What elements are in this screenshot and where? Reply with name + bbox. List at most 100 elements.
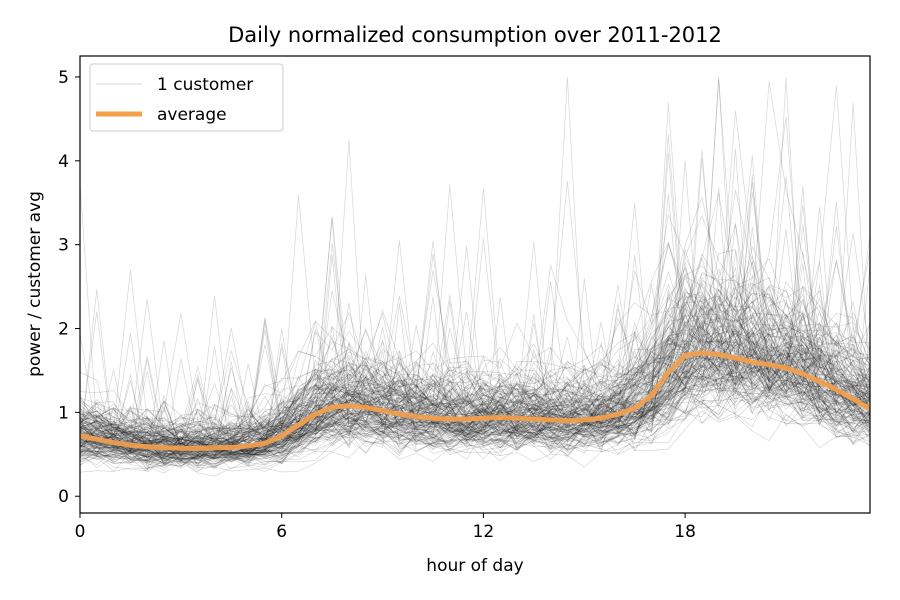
- customer-line: [80, 297, 870, 440]
- customer-line: [80, 348, 870, 451]
- customer-line: [80, 158, 870, 462]
- customer-line: [80, 255, 870, 441]
- customer-line: [80, 187, 870, 468]
- customer-line: [80, 317, 870, 456]
- customer-line: [80, 313, 870, 454]
- customer-line: [80, 299, 870, 449]
- customer-line: [80, 346, 870, 458]
- customer-line: [80, 288, 870, 447]
- customer-line: [80, 116, 870, 437]
- customer-line: [80, 338, 870, 460]
- customer-line: [80, 314, 870, 467]
- customer-line: [80, 183, 870, 438]
- customer-line: [80, 345, 870, 455]
- customer-line: [80, 297, 870, 461]
- customer-line: [80, 291, 870, 446]
- customer-line: [80, 340, 870, 455]
- customer-line: [80, 232, 870, 453]
- customer-line: [80, 303, 870, 469]
- legend-average-label: average: [157, 105, 227, 125]
- customer-line: [80, 311, 870, 451]
- customer-line: [80, 275, 870, 448]
- customer-line: [80, 284, 870, 454]
- customer-line: [80, 245, 870, 457]
- customer-line: [80, 295, 870, 449]
- customer-line: [80, 249, 870, 440]
- customer-line: [80, 313, 870, 448]
- customer-line: [80, 261, 870, 444]
- customer-line: [80, 371, 870, 470]
- customer-line: [80, 102, 870, 444]
- customer-line: [80, 249, 870, 434]
- customer-line: [80, 134, 870, 458]
- x-tick-label: 12: [473, 522, 495, 542]
- customer-line: [80, 353, 870, 463]
- legend: 1 customer average: [89, 63, 284, 132]
- customer-line: [80, 340, 870, 464]
- customer-line: [80, 222, 870, 471]
- customer-line: [80, 325, 870, 457]
- customer-line: [80, 265, 870, 456]
- customer-line: [80, 286, 870, 461]
- customer-line: [80, 205, 870, 449]
- customer-line: [80, 315, 870, 447]
- customer-line: [80, 304, 870, 451]
- customer-line: [80, 324, 870, 462]
- customer-line: [80, 347, 870, 459]
- customer-line: [80, 283, 870, 456]
- customer-line: [80, 342, 870, 460]
- x-axis-label: hour of day: [426, 556, 523, 576]
- y-tick-label: 0: [58, 487, 69, 507]
- customer-line: [80, 310, 870, 462]
- customer-line: [80, 291, 870, 441]
- x-tick-label: 18: [674, 522, 696, 542]
- customer-line: [80, 382, 870, 470]
- customer-line: [80, 333, 870, 458]
- customer-line: [80, 351, 870, 465]
- customer-line: [80, 387, 870, 472]
- customer-line: [80, 382, 870, 464]
- customer-line: [80, 326, 870, 463]
- customer-line: [80, 281, 870, 444]
- customer-line: [80, 358, 870, 470]
- customer-line: [80, 217, 870, 460]
- customer-line: [80, 393, 870, 471]
- customer-line: [80, 316, 870, 454]
- customer-line: [80, 176, 870, 442]
- customer-line: [80, 260, 870, 466]
- customer-line: [80, 307, 870, 451]
- customer-line: [80, 249, 870, 433]
- customer-line: [80, 325, 870, 473]
- customer-line: [80, 318, 870, 458]
- customer-line: [80, 286, 870, 451]
- customer-line: [80, 259, 870, 462]
- customer-line: [80, 243, 870, 446]
- customer-line: [80, 339, 870, 463]
- customer-line: [80, 243, 870, 441]
- customer-line: [80, 202, 870, 451]
- customer-line: [80, 322, 870, 456]
- customer-line: [80, 363, 870, 465]
- customer-line: [80, 187, 870, 440]
- customer-line: [80, 266, 870, 447]
- customer-line: [80, 364, 870, 467]
- customer-line: [80, 160, 870, 462]
- customer-line: [80, 76, 870, 435]
- customer-line: [80, 304, 870, 455]
- x-tick-label: 6: [276, 522, 287, 542]
- customer-line: [80, 301, 870, 461]
- customer-line: [80, 351, 870, 469]
- customer-line: [80, 277, 870, 458]
- customer-line: [80, 397, 870, 477]
- average-line-group: [80, 350, 870, 451]
- customer-line: [80, 242, 870, 439]
- customer-line: [80, 349, 870, 463]
- customer-line: [80, 284, 870, 464]
- customer-line: [80, 181, 870, 437]
- customer-line: [80, 345, 870, 464]
- customer-line: [80, 312, 870, 451]
- customer-line: [80, 292, 870, 440]
- chart-title: Daily normalized consumption over 2011-2…: [228, 23, 722, 47]
- customer-line: [80, 263, 870, 471]
- customer-line: [80, 280, 870, 449]
